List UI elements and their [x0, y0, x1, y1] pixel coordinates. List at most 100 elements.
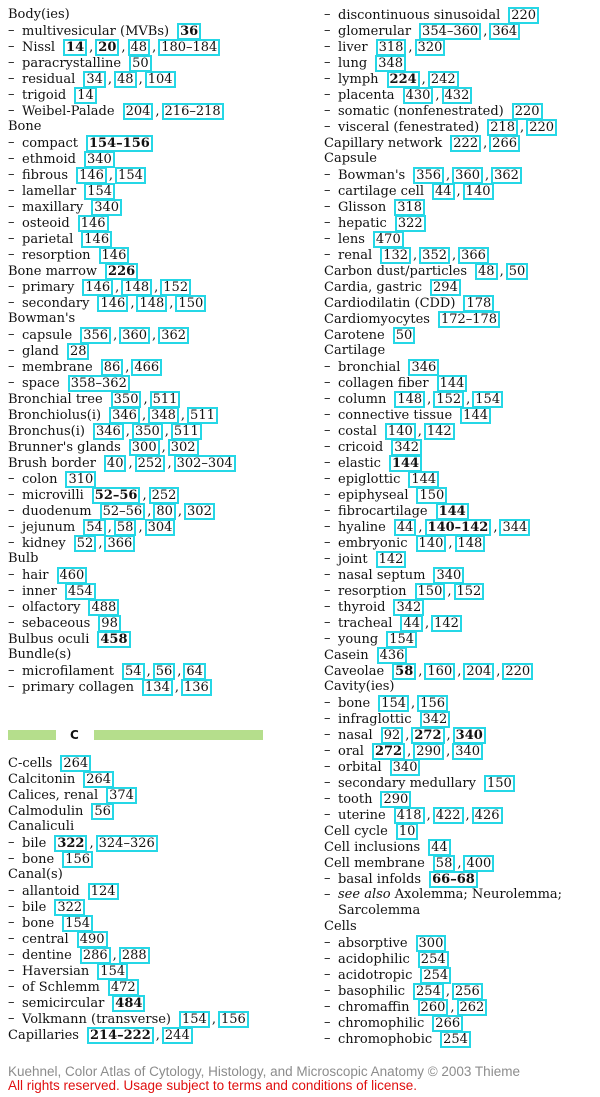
page-ref-link[interactable]: 154 — [386, 631, 418, 648]
page-ref-link[interactable]: 458 — [97, 631, 131, 648]
page-ref-link[interactable]: 460 — [56, 567, 88, 584]
page-ref-link[interactable]: 346 — [92, 423, 124, 440]
page-ref-link[interactable]: 124 — [87, 883, 119, 900]
page-ref-link[interactable]: 154–156 — [86, 135, 153, 152]
page-ref-link[interactable]: 366 — [104, 535, 136, 552]
page-ref-link[interactable]: 472 — [107, 979, 139, 996]
page-ref-link[interactable]: 80 — [153, 503, 176, 520]
page-ref-link[interactable]: 54 — [83, 519, 106, 536]
page-ref-link[interactable]: 356 — [80, 327, 112, 344]
page-ref-link[interactable]: 144 — [408, 471, 440, 488]
page-ref-link[interactable]: 144 — [388, 455, 423, 472]
page-ref-link[interactable]: 52 — [73, 535, 97, 552]
page-ref-link[interactable]: 290 — [380, 791, 412, 808]
page-ref-link[interactable]: 364 — [489, 23, 521, 40]
page-ref-link[interactable]: 142 — [423, 423, 455, 440]
page-ref-link[interactable]: 294 — [430, 279, 461, 296]
page-ref-link[interactable]: 154 — [84, 183, 116, 200]
page-ref-link[interactable]: 140 — [384, 423, 416, 440]
page-ref-link[interactable]: 14 — [63, 39, 88, 56]
page-ref-link[interactable]: 436 — [376, 647, 408, 664]
page-ref-link[interactable]: 132 — [380, 247, 412, 264]
page-ref-link[interactable]: 288 — [118, 947, 150, 964]
page-ref-link[interactable]: 64 — [183, 663, 206, 680]
page-ref-link[interactable]: 224 — [386, 71, 420, 88]
page-ref-link[interactable]: 254 — [420, 967, 452, 984]
page-ref-link[interactable]: 418 — [393, 807, 425, 824]
page-ref-link[interactable]: 44 — [393, 519, 417, 536]
page-ref-link[interactable]: 310 — [65, 471, 97, 488]
page-ref-link[interactable]: 352 — [419, 247, 450, 264]
page-ref-link[interactable]: 204 — [122, 103, 154, 120]
page-ref-link[interactable]: 286 — [79, 947, 111, 964]
page-ref-link[interactable]: 148 — [394, 391, 426, 408]
page-ref-link[interactable]: 344 — [499, 519, 531, 536]
page-ref-link[interactable]: 318 — [375, 39, 407, 56]
page-ref-link[interactable]: 470 — [372, 231, 404, 248]
page-ref-link[interactable]: 350 — [110, 391, 142, 408]
page-ref-link[interactable]: 86 — [100, 359, 124, 376]
page-ref-link[interactable]: 342 — [391, 439, 423, 456]
page-ref-link[interactable]: 56 — [152, 663, 176, 680]
page-ref-link[interactable]: 256 — [452, 983, 483, 1000]
page-ref-link[interactable]: 140–142 — [424, 519, 492, 536]
page-ref-link[interactable]: 356 — [413, 167, 445, 184]
page-ref-link[interactable]: 92 — [380, 727, 404, 744]
page-ref-link[interactable]: 48 — [114, 71, 137, 88]
page-ref-link[interactable]: 44 — [428, 839, 451, 856]
page-ref-link[interactable]: 156 — [417, 695, 449, 712]
page-ref-link[interactable]: 400 — [463, 855, 495, 872]
page-ref-link[interactable]: 154 — [472, 391, 504, 408]
page-ref-link[interactable]: 40 — [103, 455, 127, 472]
page-ref-link[interactable]: 366 — [458, 247, 489, 264]
page-ref-link[interactable]: 340 — [389, 759, 421, 776]
page-ref-link[interactable]: 144 — [460, 407, 491, 424]
page-ref-link[interactable]: 142 — [375, 551, 407, 568]
page-ref-link[interactable]: 150 — [414, 583, 446, 600]
page-ref-link[interactable]: 244 — [161, 1027, 193, 1044]
page-ref-link[interactable]: 140 — [462, 183, 494, 200]
page-ref-link[interactable]: 28 — [66, 343, 90, 360]
page-ref-link[interactable]: 134 — [142, 679, 173, 696]
page-ref-link[interactable]: 484 — [112, 995, 146, 1012]
page-ref-link[interactable]: 272 — [371, 743, 406, 760]
page-ref-link[interactable]: 154 — [179, 1011, 210, 1028]
page-ref-link[interactable]: 264 — [60, 755, 92, 772]
page-ref-link[interactable]: 220 — [526, 119, 558, 136]
page-ref-link[interactable]: 362 — [158, 327, 190, 344]
page-ref-link[interactable]: 172–178 — [437, 311, 501, 328]
page-ref-link[interactable]: 272 — [411, 727, 445, 744]
page-ref-link[interactable]: 50 — [129, 55, 152, 72]
page-ref-link[interactable]: 300 — [415, 935, 447, 952]
page-ref-link[interactable]: 358–362 — [67, 375, 130, 392]
page-ref-link[interactable]: 340 — [91, 199, 123, 216]
page-ref-link[interactable]: 104 — [144, 71, 176, 88]
page-ref-link[interactable]: 220 — [502, 663, 534, 680]
page-ref-link[interactable]: 350 — [131, 423, 163, 440]
page-ref-link[interactable]: 360 — [452, 167, 483, 184]
page-ref-link[interactable]: 150 — [483, 775, 515, 792]
page-ref-link[interactable]: 266 — [432, 1015, 464, 1032]
page-ref-link[interactable]: 340 — [452, 727, 486, 744]
page-ref-link[interactable]: 144 — [435, 503, 469, 520]
page-ref-link[interactable]: 290 — [413, 743, 445, 760]
page-ref-link[interactable]: 226 — [105, 263, 139, 280]
page-ref-link[interactable]: 302 — [167, 439, 199, 456]
page-ref-link[interactable]: 340 — [83, 151, 115, 168]
page-ref-link[interactable]: 324–326 — [95, 835, 158, 852]
page-ref-link[interactable]: 254 — [413, 983, 444, 1000]
page-ref-link[interactable]: 220 — [511, 103, 543, 120]
page-ref-link[interactable]: 360 — [119, 327, 151, 344]
page-ref-link[interactable]: 430 — [402, 87, 434, 104]
page-ref-link[interactable]: 56 — [91, 803, 114, 820]
page-ref-link[interactable]: 136 — [181, 679, 212, 696]
page-ref-link[interactable]: 222 — [450, 135, 482, 152]
page-ref-link[interactable]: 346 — [109, 407, 140, 424]
page-ref-link[interactable]: 146 — [77, 215, 109, 232]
page-ref-link[interactable]: 180–184 — [158, 39, 221, 56]
page-ref-link[interactable]: 156 — [62, 851, 94, 868]
page-ref-link[interactable]: 140 — [415, 535, 447, 552]
page-ref-link[interactable]: 50 — [392, 327, 416, 344]
page-ref-link[interactable]: 242 — [427, 71, 459, 88]
page-ref-link[interactable]: 348 — [375, 55, 407, 72]
